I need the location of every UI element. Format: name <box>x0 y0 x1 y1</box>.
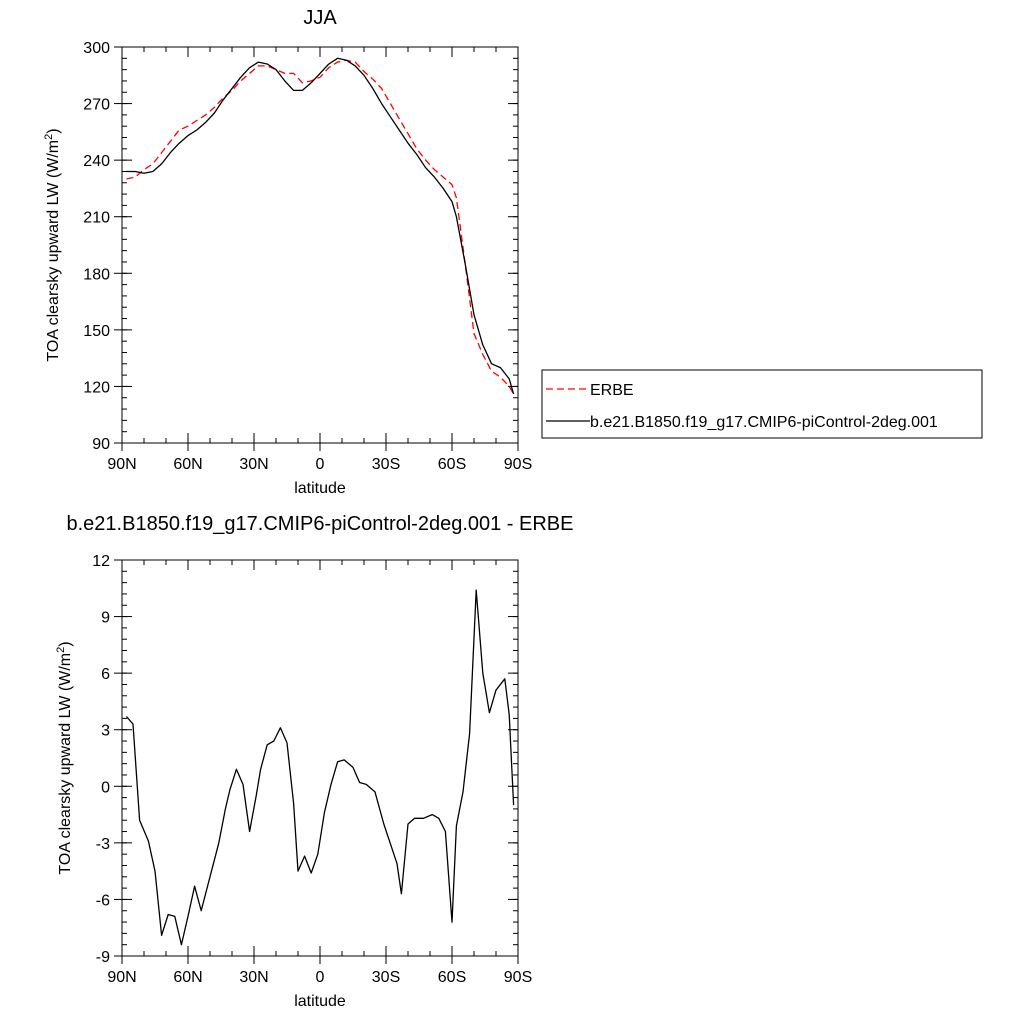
x-tick-label: 90N <box>107 969 136 986</box>
x-tick-label: 90N <box>107 456 136 473</box>
plot-frame <box>121 46 519 444</box>
legend-box <box>541 369 983 439</box>
x-tick-label: 30S <box>372 969 400 986</box>
series-line-1-1 <box>126 59 515 395</box>
x-axis-title: latitude <box>294 480 346 497</box>
y-tick-label: -6 <box>96 892 110 909</box>
y-tick-label: 6 <box>101 666 110 683</box>
chart-title-2: b.e21.B1850.f19_g17.CMIP6-piControl-2deg… <box>67 513 574 535</box>
x-tick-label: 60S <box>438 456 466 473</box>
x-tick-label: 60N <box>173 969 202 986</box>
y-tick-label: -9 <box>96 949 110 966</box>
y-tick-label: 9 <box>101 610 110 627</box>
x-tick-label: 30N <box>239 456 268 473</box>
x-tick-label: 60S <box>438 969 466 986</box>
legend-label-2: b.e21.B1850.f19_g17.CMIP6-piControl-2deg… <box>590 414 938 431</box>
y-tick-label: 90 <box>92 436 110 453</box>
y-tick-label: 150 <box>83 323 110 340</box>
x-tick-label: 30N <box>239 969 268 986</box>
chart-title-1: JJA <box>303 7 337 29</box>
series-line-1-2 <box>126 57 515 395</box>
series-line-2-1 <box>125 589 515 946</box>
y-tick-label: 3 <box>101 723 110 740</box>
y-tick-label: 0 <box>101 779 110 796</box>
y-tick-label: 300 <box>83 40 110 57</box>
y-tick-label: 210 <box>83 210 110 227</box>
x-tick-label: 60N <box>173 456 202 473</box>
x-tick-label: 90S <box>504 456 532 473</box>
x-tick-label: 0 <box>316 969 325 986</box>
y-tick-label: -3 <box>96 836 110 853</box>
y-axis-title: TOA clearsky upward LW (W/m2) <box>43 128 62 361</box>
legend-label-1: ERBE <box>590 382 634 399</box>
x-tick-label: 30S <box>372 456 400 473</box>
y-tick-label: 240 <box>83 153 110 170</box>
x-tick-label: 90S <box>504 969 532 986</box>
y-tick-label: 270 <box>83 97 110 114</box>
y-axis-title: TOA clearsky upward LW (W/m2) <box>55 641 74 874</box>
y-tick-label: 180 <box>83 266 110 283</box>
plot-frame <box>121 559 519 957</box>
x-axis-title: latitude <box>294 993 346 1010</box>
y-tick-label: 12 <box>92 553 110 570</box>
x-tick-label: 0 <box>316 456 325 473</box>
y-tick-label: 120 <box>83 379 110 396</box>
